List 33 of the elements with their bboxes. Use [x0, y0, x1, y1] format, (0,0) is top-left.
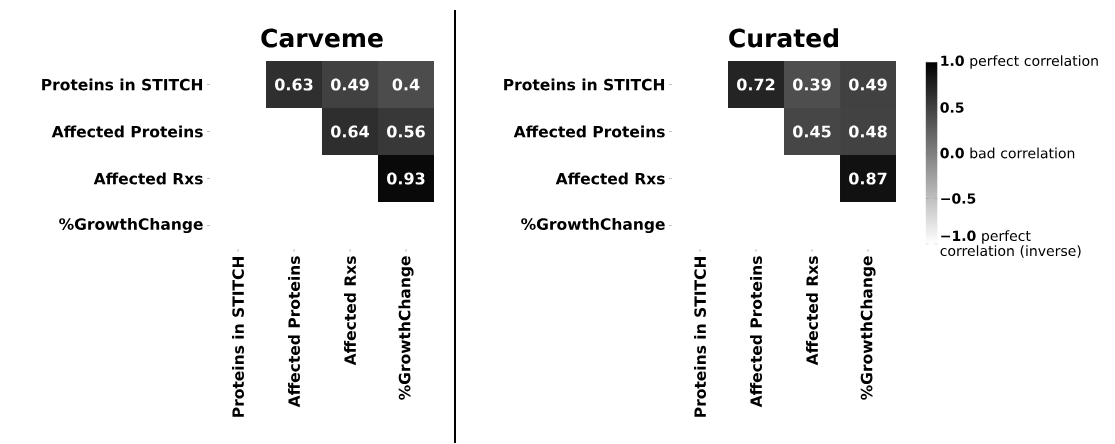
- y-tick-label: Affected Rxs: [555, 172, 665, 185]
- data-label: 0.48: [849, 125, 887, 138]
- data-label: 0.64: [331, 125, 370, 138]
- data-label: 0.56: [387, 125, 425, 138]
- y-tick-label: %GrowthChange: [59, 217, 203, 234]
- data-label: 0.45: [793, 125, 831, 138]
- color-bar-label: 0.0 bad correlation: [940, 147, 1075, 159]
- y-tick-label: Affected Proteins: [513, 125, 665, 138]
- y-tick-label: Proteins in STITCH: [504, 78, 665, 91]
- x-tick-label: %GrowthChange: [860, 256, 876, 400]
- color-bar-label: 0.5: [940, 102, 964, 113]
- y-tick-label: Affected Proteins: [51, 125, 203, 138]
- y-tick-label: %GrowthChange: [521, 217, 665, 234]
- data-label: 0.63: [275, 78, 313, 91]
- data-label: 0.72: [737, 78, 775, 91]
- chart-title: Carveme: [261, 28, 383, 48]
- color-bar-label: 1.0 perfect correlation: [941, 55, 1098, 69]
- x-tick-label: Affected Proteins: [288, 256, 300, 408]
- y-tick-label: Proteins in STITCH: [42, 78, 203, 91]
- x-tick-label: %GrowthChange: [398, 256, 414, 400]
- data-label: 0.39: [793, 78, 831, 91]
- data-label: 0.87: [849, 172, 887, 185]
- x-tick-label: Affected Proteins: [750, 256, 763, 408]
- data-label: 0.93: [387, 172, 425, 185]
- data-label: 0.49: [331, 78, 369, 91]
- x-tick-label: Affected Rxs: [344, 256, 356, 366]
- x-tick-label: Affected Rxs: [806, 256, 819, 366]
- color-bar-label: −1.0 perfect correlation (inverse): [940, 230, 1081, 258]
- y-tick-label: Affected Rxs: [93, 172, 203, 185]
- data-label: 0.4: [392, 78, 420, 91]
- color-bar-label: −0.5: [941, 193, 976, 204]
- data-label: 0.49: [849, 78, 887, 91]
- chart-title: Curated: [729, 28, 838, 48]
